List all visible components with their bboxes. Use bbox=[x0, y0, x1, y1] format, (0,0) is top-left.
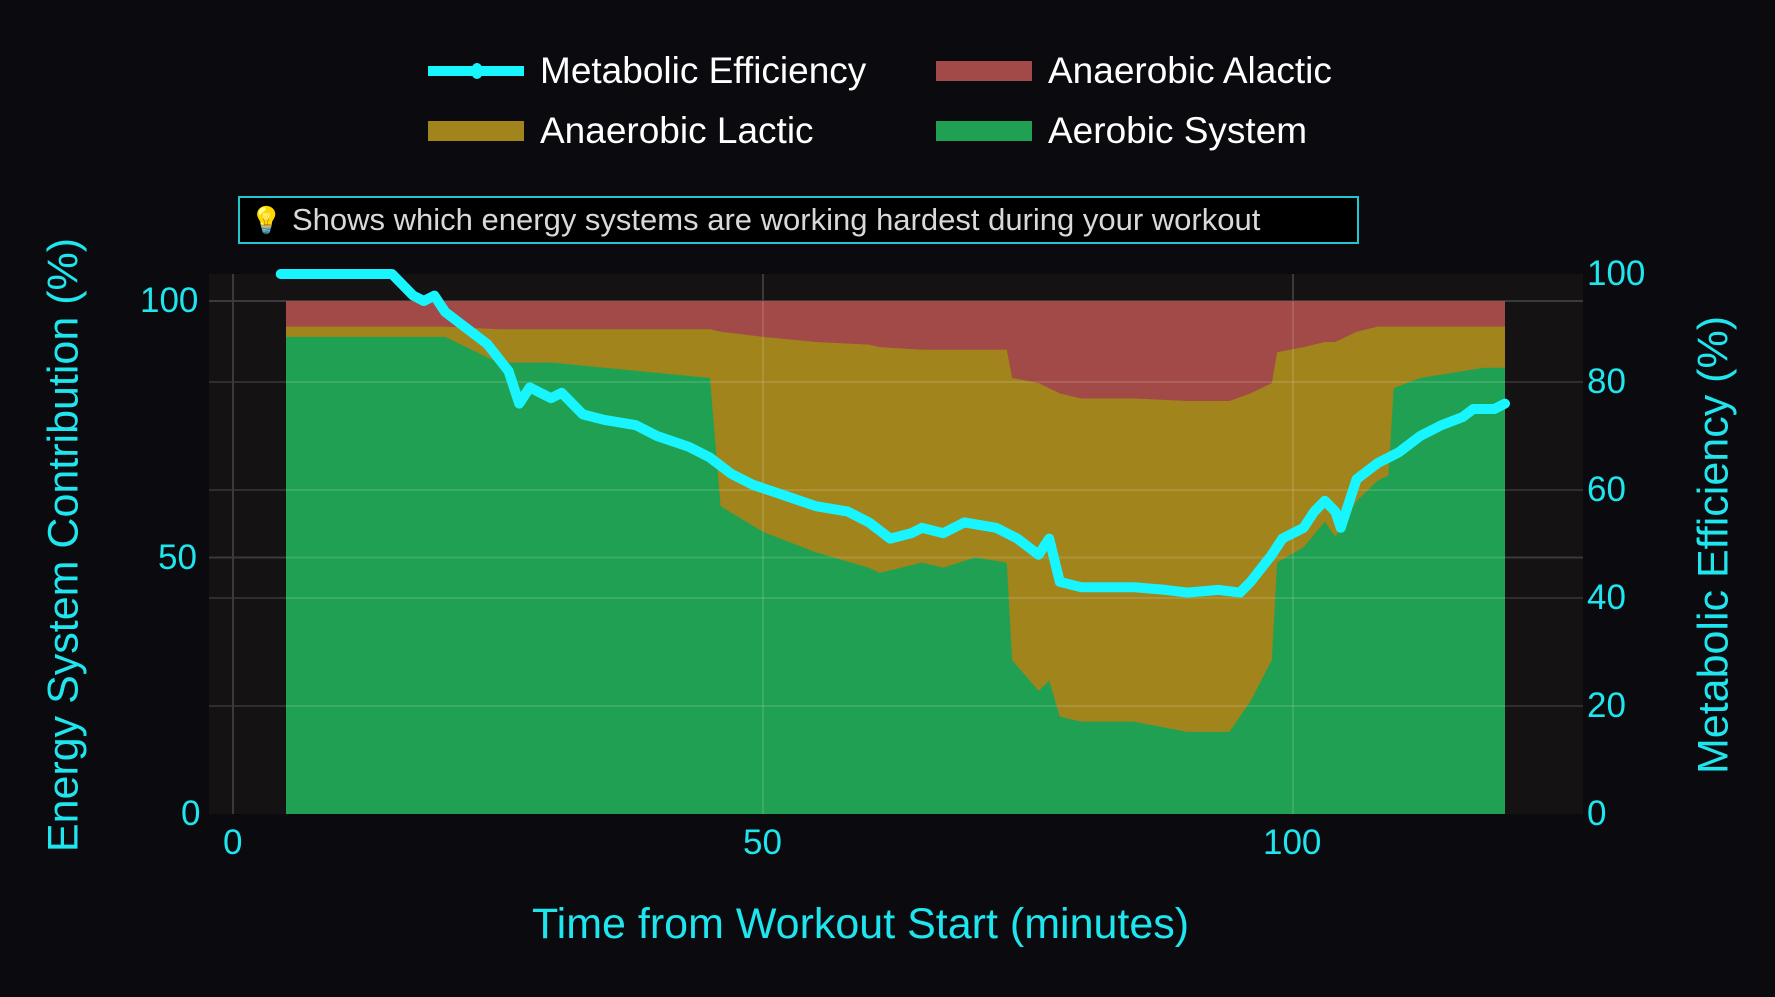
y-right-axis-title: Metabolic Efficiency (%) bbox=[1689, 315, 1738, 775]
legend-label: Anaerobic Lactic bbox=[540, 110, 814, 151]
legend-item-anaerobic-lactic[interactable]: Anaerobic Lactic bbox=[428, 110, 814, 152]
x-axis-title: Time from Workout Start (minutes) bbox=[532, 900, 1190, 948]
y-left-tick-50: 50 bbox=[158, 538, 197, 577]
area-swatch-icon bbox=[936, 61, 1032, 81]
y-left-tick-100: 100 bbox=[140, 281, 199, 320]
annotation-text: Shows which energy systems are working h… bbox=[292, 202, 1261, 237]
lightbulb-icon: 💡 bbox=[250, 204, 283, 235]
area-swatch-icon bbox=[936, 121, 1032, 141]
legend-label: Metabolic Efficiency bbox=[540, 50, 867, 91]
x-tick-50: 50 bbox=[743, 823, 782, 862]
x-tick-0: 0 bbox=[223, 823, 243, 862]
annotation-box: 💡 Shows which energy systems are working… bbox=[238, 196, 1359, 244]
x-tick-100: 100 bbox=[1263, 823, 1322, 862]
legend-item-aerobic-system[interactable]: Aerobic System bbox=[936, 110, 1307, 152]
legend-label: Anaerobic Alactic bbox=[1048, 50, 1332, 91]
legend-item-metabolic-efficiency[interactable]: Metabolic Efficiency bbox=[428, 50, 866, 92]
stacked-areas bbox=[286, 301, 1505, 814]
y-right-tick-40: 40 bbox=[1587, 578, 1626, 617]
y-right-tick-20: 20 bbox=[1587, 686, 1626, 725]
efficiency-line[interactable] bbox=[275, 269, 1510, 598]
legend-item-anaerobic-alactic[interactable]: Anaerobic Alactic bbox=[936, 50, 1332, 92]
efficiency-line-path[interactable] bbox=[275, 269, 1510, 598]
legend-label: Aerobic System bbox=[1048, 110, 1308, 151]
area-aerobic-system bbox=[286, 336, 1505, 814]
y-left-tick-0: 0 bbox=[181, 794, 201, 833]
y-right-tick-0: 0 bbox=[1587, 794, 1607, 833]
line-swatch-icon bbox=[428, 63, 524, 79]
y-right-tick-80: 80 bbox=[1587, 362, 1626, 401]
legend: Metabolic Efficiency Anaerobic Alactic A… bbox=[0, 0, 1775, 170]
y-left-axis-title: Energy System Contribution (%) bbox=[39, 237, 88, 853]
y-right-tick-60: 60 bbox=[1587, 470, 1626, 509]
area-swatch-icon bbox=[428, 121, 524, 141]
y-right-tick-100: 100 bbox=[1587, 254, 1646, 293]
